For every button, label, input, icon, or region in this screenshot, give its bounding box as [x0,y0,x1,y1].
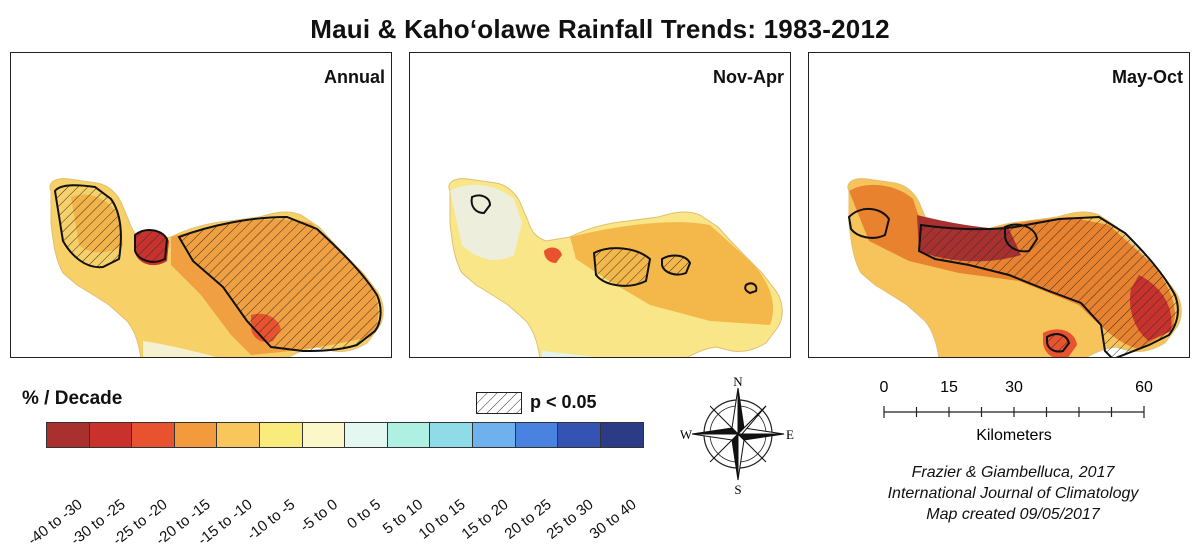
panel-label-nov-apr: Nov-Apr [713,67,784,87]
map-may-oct [847,178,1182,357]
legend-swatch [132,423,175,447]
scale-tick-15: 15 [940,379,958,396]
map-panel-may-oct: May-Oct [808,52,1190,358]
scale-unit: Kilometers [976,427,1052,444]
legend-swatch [217,423,260,447]
legend-class-label: -10 to -5 [244,496,299,544]
legend-swatch [345,423,388,447]
compass-s: S [734,482,741,497]
scale-tick-0: 0 [880,379,889,396]
legend-swatch [47,423,90,447]
significance-hatch-swatch [476,392,522,414]
legend-swatch [387,423,431,447]
scale-bar: 0 15 30 60 Kilometers [860,376,1160,453]
legend-title: % / Decade [22,388,123,409]
legend-swatch [430,423,473,447]
credit-date: Map created 09/05/2017 [926,506,1100,523]
north-arrow: N S E W [678,374,798,503]
scale-bar-graphic: 0 15 30 60 Kilometers [880,379,1153,444]
hatch-pattern-icon [477,393,521,413]
map-annual [49,178,384,357]
legend-class-label: 10 to 15 [415,496,470,543]
legend-swatch [472,423,516,447]
map-panel-nov-apr: Nov-Apr [409,52,791,358]
legend-swatch [515,423,559,447]
legend-class-label: 25 to 30 [543,496,597,543]
scale-tick-30: 30 [1005,379,1023,396]
legend-swatch [600,423,644,447]
legend-class-label: 30 to 40 [586,496,640,543]
legend-swatch [89,423,133,447]
map-nov-apr [448,178,783,357]
legend-class-label: -5 to 0 [297,496,342,536]
map-title: Maui & Kaho‘olawe Rainfall Trends: 1983-… [310,14,890,44]
significance-label: p < 0.05 [530,392,597,412]
legend-swatch [259,423,303,447]
legend-class-label: 0 to 5 [343,496,384,533]
legend-class-label: 20 to 25 [501,496,555,543]
compass-e: E [786,427,794,442]
scale-tick-60: 60 [1135,379,1153,396]
compass-w: W [680,427,693,442]
map-panel-annual: Annual [10,52,392,358]
compass-rose-icon: N S E W [680,374,794,497]
panel-label-may-oct: May-Oct [1111,67,1183,87]
legend-color-ramp [46,422,645,448]
map-credit: Frazier & Giambelluca, 2017 Internationa… [818,462,1200,525]
panel-label-annual: Annual [324,67,385,87]
credit-journal: International Journal of Climatology [887,485,1139,502]
legend-swatch [174,423,218,447]
compass-n: N [733,374,743,389]
legend-swatch [558,423,601,447]
legend-swatch [302,423,346,447]
credit-authors: Frazier & Giambelluca, 2017 [911,464,1115,481]
legend-class-label: 15 to 20 [458,496,512,543]
